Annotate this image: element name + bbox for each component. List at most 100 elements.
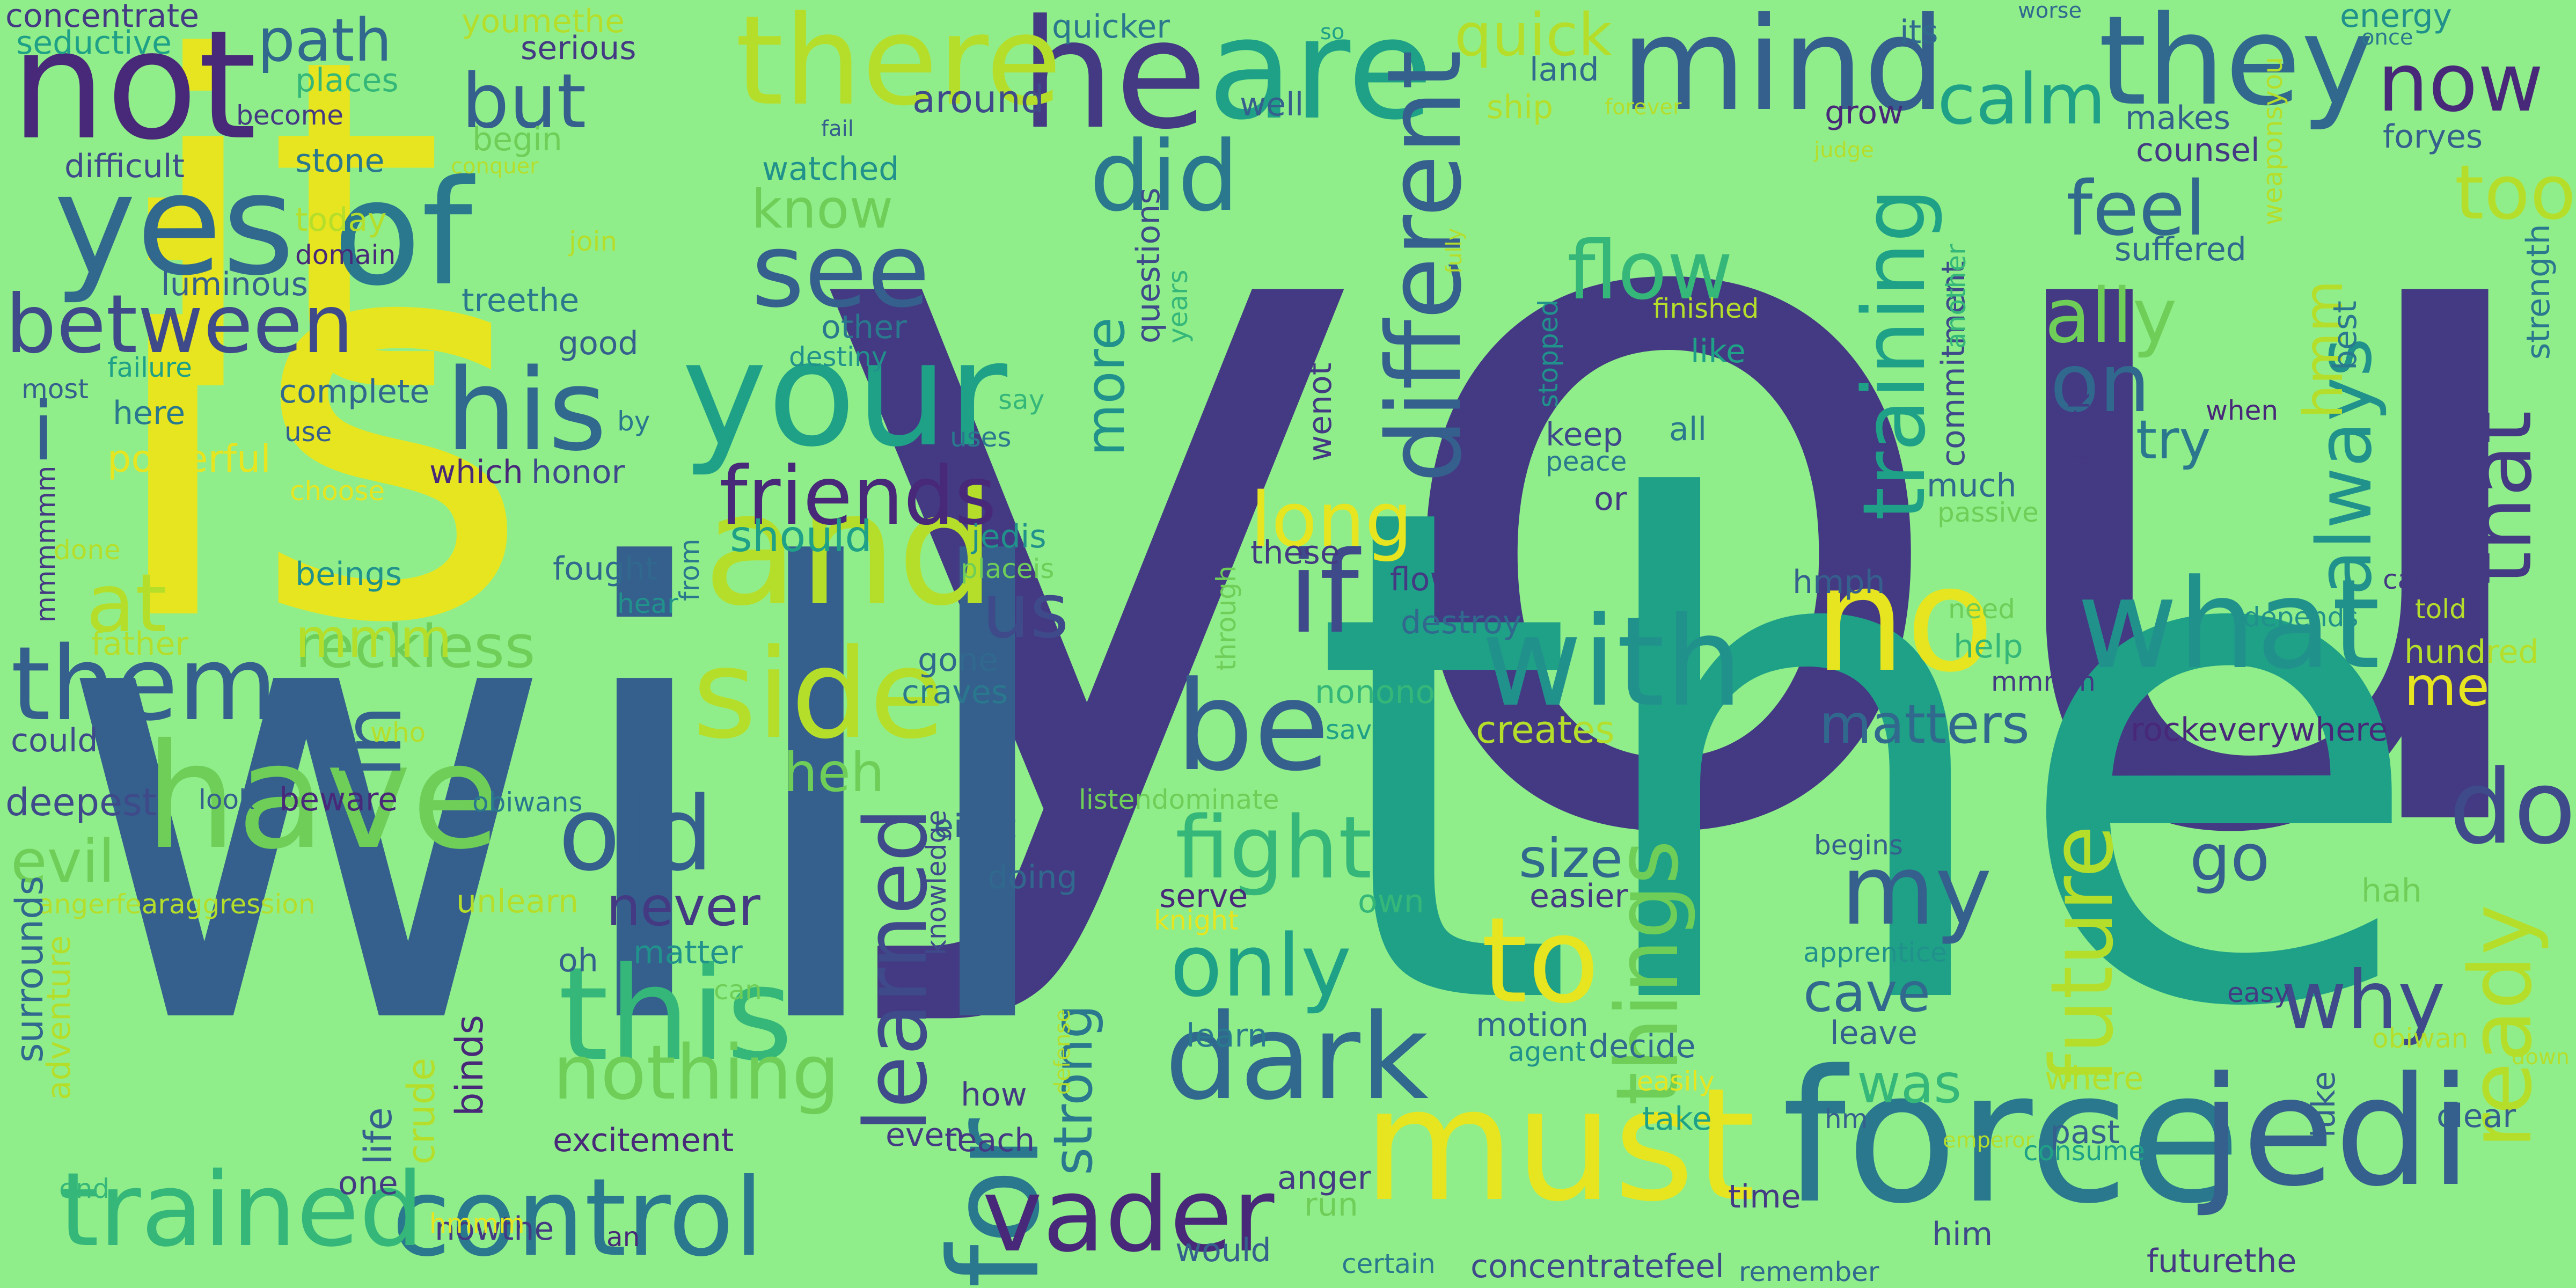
word-that: that [2450,411,2551,585]
word-craves: craves [902,674,1008,711]
word-suffered: suffered [2114,231,2246,268]
word-nonono: nonono [1315,674,1436,711]
word-difficult: difficult [64,148,185,185]
word-so: so [1320,20,1345,45]
word-angerfearaggression: angerfearaggression [38,889,316,920]
word-around: around [912,77,1045,121]
word-like: like [1690,333,1746,370]
word-honor: honor [531,453,625,491]
word-hah: hah [2361,872,2422,910]
word-eight: eight [934,808,1016,845]
word-go: go [2190,821,2270,896]
word-us: us [982,568,1069,655]
word-save: save [1326,714,1389,745]
word-complete: complete [279,373,430,411]
word-finished: finished [1653,293,1759,324]
word-futurethe: futurethe [2147,1242,2297,1280]
word-grow: grow [1825,94,1904,131]
word-they: they [2098,0,2374,133]
word-deepest: deepest [5,780,157,824]
word-begins: begins [1814,830,1903,861]
word-seductive: seductive [16,24,172,62]
word-strength: strength [2520,224,2557,360]
word-oh: oh [558,942,598,979]
word-what: what [2077,553,2381,697]
word-depends: depends [2243,602,2359,633]
word-matters: matters [1819,693,2030,756]
word-me: me [2404,655,2490,718]
word-not: not [11,0,257,173]
word-did: did [1089,121,1239,233]
word-this: this [558,939,793,1089]
word-its: its [1900,13,1938,51]
word-at: at [86,557,167,650]
word-easy: easy [2227,977,2290,1008]
word-fail: fail [821,116,854,141]
word-years: years [1162,269,1194,343]
word-he: he [1020,0,1208,163]
word-old: old [558,775,714,894]
word-remember: remember [1739,1256,1879,1287]
word-leave: leave [1830,1014,1918,1052]
word-today: today [295,201,387,239]
word-stone: stone [295,142,385,180]
word-mmmm: mmmm [1991,666,2096,697]
word-and: and [703,459,996,640]
word-my: my [1841,835,1992,947]
word-try: try [2136,408,2211,471]
word-vader: vader [982,1156,1275,1275]
word-learn: learn [1186,1017,1268,1055]
word-emperor: emperor [1943,1128,2035,1153]
word-now: now [2377,36,2544,130]
word-trained: trained [59,1151,424,1269]
word-never: never [606,875,760,938]
word-uses: uses [950,422,1012,453]
word-passive: passive [1937,497,2039,528]
word-good: good [558,325,639,362]
word-all: all [1669,411,1707,448]
word-other: other [821,309,907,346]
word-serve: serve [1159,877,1248,915]
word-fight: fight [1175,797,1372,898]
word-evil: evil [11,827,115,896]
word-yes: yes [54,144,295,306]
word-force: force [1782,1031,2242,1244]
word-worse: worse [2018,0,2082,23]
word-wenot: wenot [1301,362,1339,462]
word-defense: defense [1050,1009,1075,1095]
word-how: how [961,1076,1027,1114]
word-which: which [429,453,523,491]
word-side: side [692,623,946,766]
word-dark: dark [1165,989,1429,1126]
word-crude: crude [399,1057,443,1165]
word-youmethe: youmethe [462,3,625,40]
word-binds: binds [448,1014,492,1116]
word-was: was [1857,1052,1962,1115]
word-if: if [1288,527,1359,658]
word-weaponsyou: weaponsyou [2257,56,2288,225]
word-attack: attack [2064,393,2095,478]
word-rockeverywhere: rockeverywhere [2131,711,2388,749]
word-from: from [674,538,705,601]
word-most: most [21,374,89,405]
word-once: once [2361,25,2413,50]
word-could: could [11,722,98,759]
word-foryes: foryes [2383,118,2483,156]
word-questions: questions [1130,187,1167,343]
word-should: should [730,511,873,561]
word-more: more [1074,317,1137,456]
word-your: your [682,310,1008,479]
word-why: why [2281,954,2446,1048]
word-feel: feel [2066,165,2206,253]
word-where: where [2045,1060,2144,1097]
word-much: much [1927,467,2017,504]
word-size: size [1519,827,1623,890]
word-will: will [54,443,1073,1161]
word-told: told [2415,594,2467,625]
word-easier: easier [1529,877,1628,915]
word-be: be [1175,655,1330,799]
word-mind: mind [1621,0,1945,140]
word-too: too [2454,149,2576,237]
word-are: are [1208,0,1433,151]
word-own: own [1358,883,1424,920]
